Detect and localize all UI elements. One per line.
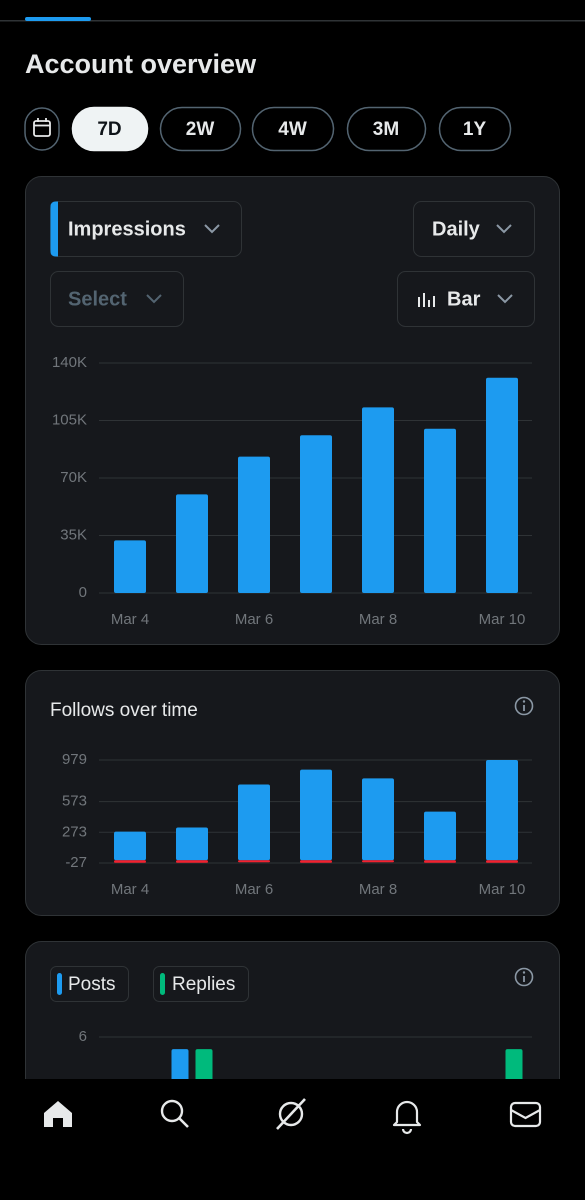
chart-kind-label: Bar	[447, 288, 481, 310]
x-tick-label: Mar 8	[359, 611, 397, 628]
bar	[486, 377, 518, 593]
pill-background	[346, 106, 427, 152]
range-pill[interactable]: 3M	[346, 106, 427, 152]
bar	[362, 407, 394, 593]
x-tick-label: Mar 6	[235, 881, 273, 898]
compare-dropdown[interactable]: Select	[50, 271, 184, 327]
metric-label: Impressions	[68, 218, 186, 240]
bar	[176, 827, 208, 861]
pill-label: 7D	[97, 119, 121, 140]
bar	[114, 860, 146, 863]
pill-label: 2W	[186, 119, 215, 140]
y-tick-label: 6	[79, 1028, 87, 1045]
bar	[176, 860, 208, 863]
bar	[300, 769, 332, 861]
bar	[238, 456, 270, 593]
legend-label: Replies	[172, 974, 235, 995]
bar	[300, 860, 332, 863]
y-tick-label: -27	[65, 854, 87, 871]
bar	[114, 540, 146, 593]
pill-background	[251, 106, 335, 152]
legend-posts[interactable]: Posts	[50, 966, 129, 1002]
pill-label: 3M	[373, 119, 399, 140]
bar	[114, 831, 146, 861]
bar	[424, 811, 456, 861]
x-tick-label: Mar 6	[235, 611, 273, 628]
bar	[238, 860, 270, 863]
page-title: Account overview	[25, 49, 257, 79]
y-tick-label: 0	[79, 584, 87, 601]
range-pill[interactable]: 2W	[159, 106, 242, 152]
bar	[362, 860, 394, 863]
bar	[176, 494, 208, 593]
pill-background	[71, 106, 149, 152]
y-tick-label: 35K	[60, 526, 87, 543]
compare-label: Select	[68, 288, 127, 310]
y-tick-label: 105K	[52, 411, 87, 428]
x-tick-label: Mar 4	[111, 881, 149, 898]
info-icon[interactable]	[514, 967, 534, 987]
pill-background	[438, 106, 512, 152]
y-tick-label: 70K	[60, 469, 87, 486]
card-title: Follows over time	[50, 700, 198, 721]
range-pill[interactable]: 7D	[71, 106, 149, 152]
metric-dropdown[interactable]: Impressions	[50, 201, 242, 257]
legend-label: Posts	[68, 974, 116, 995]
pill-background	[159, 106, 242, 152]
info-icon[interactable]	[514, 696, 534, 716]
bar	[486, 760, 518, 861]
chart-kind-dropdown[interactable]: Bar	[397, 271, 535, 327]
range-pill[interactable]: 1Y	[438, 106, 512, 152]
x-tick-label: Mar 4	[111, 611, 149, 628]
range-pill[interactable]: 4W	[251, 106, 335, 152]
bar	[300, 435, 332, 593]
bottom-nav	[0, 1079, 585, 1200]
legend-replies[interactable]: Replies	[153, 966, 249, 1002]
nav-grok[interactable]	[276, 1098, 306, 1130]
y-tick-label: 979	[62, 751, 87, 768]
bar	[486, 860, 518, 863]
pill-label: 1Y	[463, 119, 487, 140]
nav-home[interactable]	[44, 1101, 72, 1127]
tab-divider	[0, 20, 585, 22]
period-label: Daily	[432, 218, 481, 240]
period-dropdown[interactable]: Daily	[413, 201, 535, 257]
bar	[238, 784, 270, 861]
bar	[424, 428, 456, 593]
y-tick-label: 273	[62, 823, 87, 840]
y-tick-label: 573	[62, 793, 87, 810]
pill-label: 4W	[278, 119, 307, 140]
x-tick-label: Mar 10	[479, 611, 526, 628]
bar	[424, 860, 456, 863]
calendar-button[interactable]	[24, 107, 60, 151]
nav-messages[interactable]	[509, 1101, 542, 1128]
bar	[362, 778, 394, 861]
nav-notifications[interactable]	[392, 1100, 422, 1135]
x-tick-label: Mar 8	[359, 881, 397, 898]
tab-indicator	[25, 17, 91, 21]
nav-search[interactable]	[160, 1099, 189, 1128]
y-tick-label: 140K	[52, 354, 87, 371]
x-tick-label: Mar 10	[479, 881, 526, 898]
